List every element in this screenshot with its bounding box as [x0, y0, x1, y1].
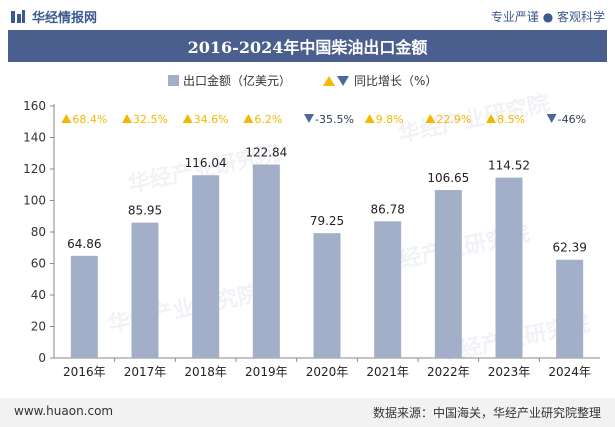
legend-bar-label: 出口金额（亿美元）: [183, 73, 291, 88]
bar-value-label: 114.52: [488, 159, 530, 173]
y-tick-label: 0: [38, 351, 46, 365]
growth-up-triangle-icon: [61, 114, 72, 123]
data-source: 数据来源：中国海关，华经产业研究院整理: [372, 406, 601, 420]
bar-value-label: 85.95: [128, 204, 162, 218]
bar: [192, 175, 220, 358]
bars: [70, 164, 584, 358]
x-tick-label: 2016年: [63, 365, 106, 379]
bar: [556, 259, 584, 358]
growth-label: -46%: [558, 113, 586, 126]
y-tick-label: 140: [23, 131, 46, 145]
growth-label: 34.6%: [194, 113, 229, 126]
growth-up-triangle-icon: [425, 114, 436, 123]
chart-title: 2016-2024年中国柴油出口金额: [8, 30, 607, 62]
logo-icon: [11, 9, 25, 23]
growth-label: 8.5%: [497, 113, 525, 126]
y-tick-label: 80: [31, 225, 46, 239]
website-link[interactable]: www.huaon.com: [14, 404, 114, 418]
growth-label: 6.2%: [254, 113, 282, 126]
growth-label: 68.4%: [72, 113, 107, 126]
y-tick-label: 60: [31, 257, 46, 271]
x-tick-label: 2019年: [245, 365, 288, 379]
bar: [434, 190, 462, 358]
bar-value-label: 79.25: [310, 214, 344, 228]
legend-growth-label: 同比增长（%）: [354, 74, 437, 88]
y-tick-label: 100: [23, 194, 46, 208]
logo: 华经情报网: [10, 7, 97, 26]
bar: [131, 222, 159, 358]
growth-down-triangle-icon: [546, 114, 557, 123]
bar: [313, 233, 341, 358]
growth-down-triangle-icon: [304, 114, 314, 123]
growth-labels: 68.4% 32.5% 34.6% 6.2% -35.5% 9.8% 22.9% 8.5% -4…: [61, 113, 586, 126]
bar-value-label: 122.84: [245, 146, 287, 160]
x-tick-label: 2024年: [548, 365, 591, 379]
bar-value-label: 86.78: [370, 202, 404, 216]
growth-label: 9.8%: [376, 113, 404, 126]
y-tick-label: 160: [23, 99, 46, 113]
bar-value-label: 106.65: [427, 171, 469, 185]
bar-value-label: 64.86: [67, 237, 101, 251]
bar: [252, 164, 280, 358]
y-tick-label: 120: [23, 162, 46, 176]
legend: 出口金额（亿美元） 同比增长（%）: [168, 73, 437, 88]
value-labels: 64.86 85.95 116.04 122.84 79.25 86.78 106.65 11…: [67, 146, 587, 255]
bar: [374, 221, 402, 358]
bar-value-label: 62.39: [552, 241, 586, 255]
x-tick-label: 2017年: [124, 365, 167, 379]
x-tick-label: 2023年: [488, 365, 531, 379]
y-tick-label: 40: [31, 288, 46, 302]
growth-up-triangle-icon: [243, 114, 254, 123]
footer: www.huaon.com 数据来源：中国海关，华经产业研究院整理: [0, 398, 615, 427]
y-tick-label: 20: [31, 320, 46, 334]
growth-up-triangle-icon: [486, 114, 496, 123]
x-tick-label: 2022年: [427, 365, 470, 379]
watermark-text: 华经产业研究院: [396, 90, 552, 147]
bar: [70, 255, 98, 358]
bar-value-label: 116.04: [185, 156, 227, 170]
legend-up-triangle-icon: [323, 76, 335, 86]
legend-down-triangle-icon: [337, 76, 349, 86]
top-bar: 华经情报网 专业严谨 ● 客观科学: [0, 0, 615, 30]
growth-label: 32.5%: [133, 113, 168, 126]
watermark-text: 华经产业研究院: [106, 280, 262, 337]
x-tick-label: 2018年: [184, 365, 227, 379]
bar-chart: 华经产业研究院华经产业研究院华经产业研究院华经产业研究院华经产业研究院 出口金额…: [23, 73, 600, 379]
legend-bar-swatch: [168, 75, 179, 86]
growth-up-triangle-icon: [364, 114, 375, 123]
growth-label: 22.9%: [436, 113, 471, 126]
bar: [495, 177, 523, 358]
x-tick-label: 2020年: [306, 365, 349, 379]
growth-up-triangle-icon: [182, 114, 193, 123]
x-tick-label: 2021年: [366, 365, 409, 379]
tagline: 专业严谨 ● 客观科学: [490, 10, 605, 24]
logo-text: 华经情报网: [32, 11, 98, 26]
growth-label: -35.5%: [315, 113, 354, 126]
growth-up-triangle-icon: [122, 114, 132, 123]
